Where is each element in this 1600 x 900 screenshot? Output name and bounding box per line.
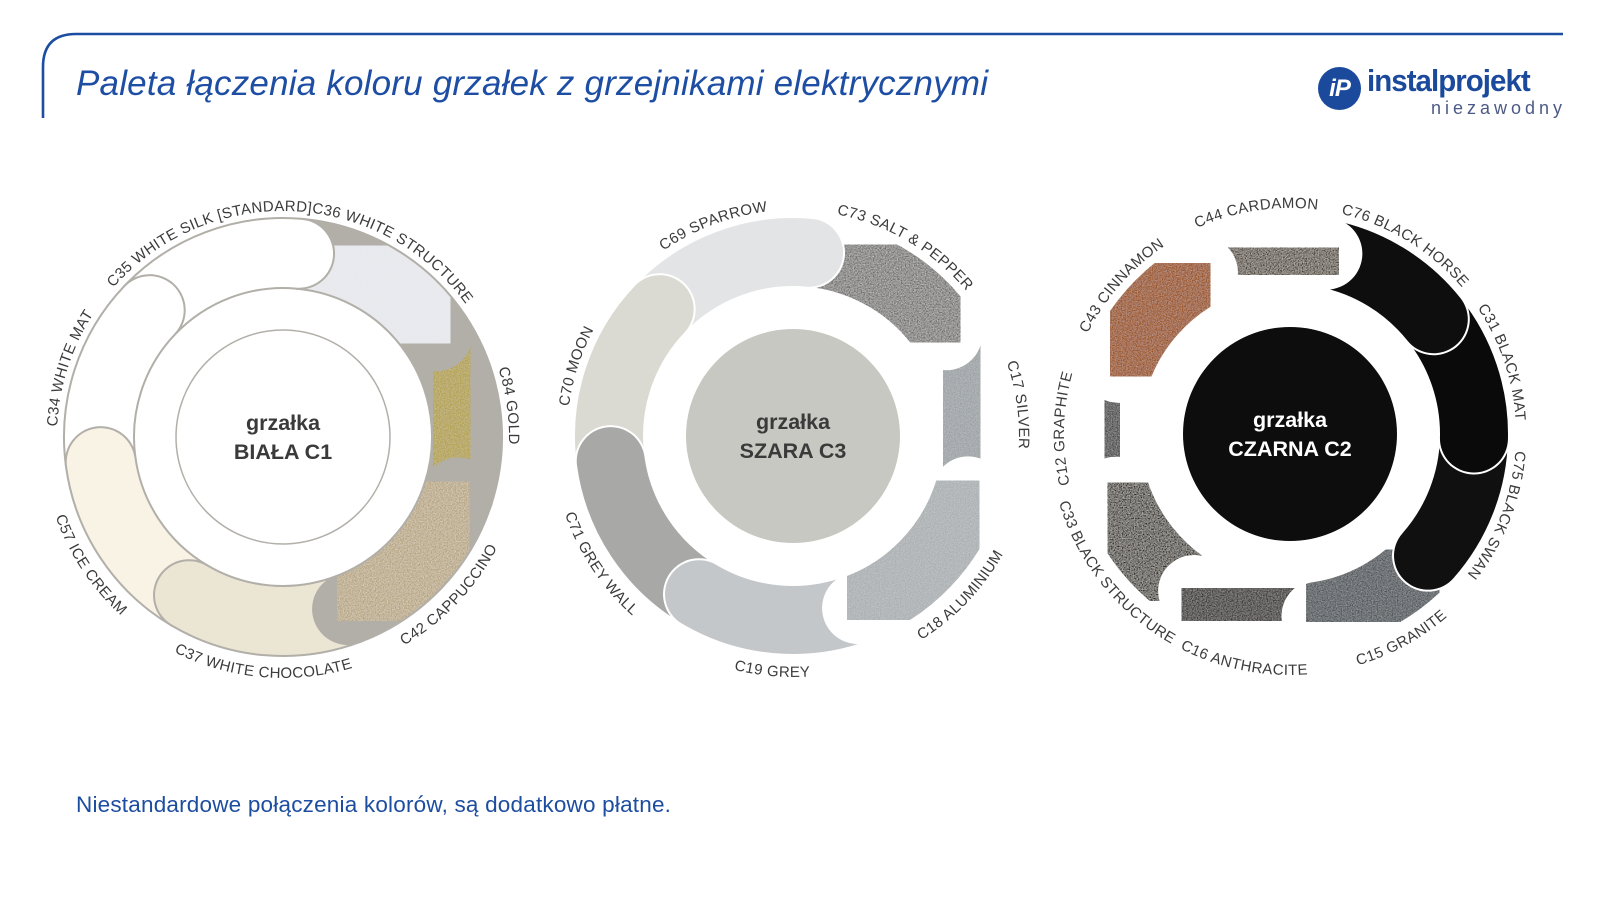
brand-logo: iP instalprojekt niezawodny (1318, 63, 1568, 125)
center-circle-biala-c1 (175, 329, 391, 545)
logo-monogram-icon: iP (1318, 67, 1361, 110)
center-label-szara-c3: grzałka SZARA C3 (740, 410, 847, 463)
label-C19: C19 GREY (733, 657, 811, 681)
segment-C43 (1084, 238, 1236, 401)
center-circle-czarna-c2 (1183, 327, 1397, 541)
center-circle-szara-c3 (686, 329, 900, 543)
page-title: Paleta łączenia koloru grzałek z grzejni… (76, 64, 989, 103)
center-label-biala-c1: grzałka BIAŁA C1 (234, 411, 332, 464)
logo-wordmark: instalprojekt (1367, 63, 1531, 98)
footer-note: Niestandardowe połączenia kolorów, są do… (76, 792, 672, 817)
center-label-czarna-c2: grzałka CZARNA C2 (1228, 408, 1351, 461)
segment-C18 (824, 458, 1003, 643)
logo-tagline: niezawodny (1430, 98, 1566, 118)
segment-C42 (314, 459, 493, 644)
logo-monogram-text: iP (1329, 74, 1351, 102)
